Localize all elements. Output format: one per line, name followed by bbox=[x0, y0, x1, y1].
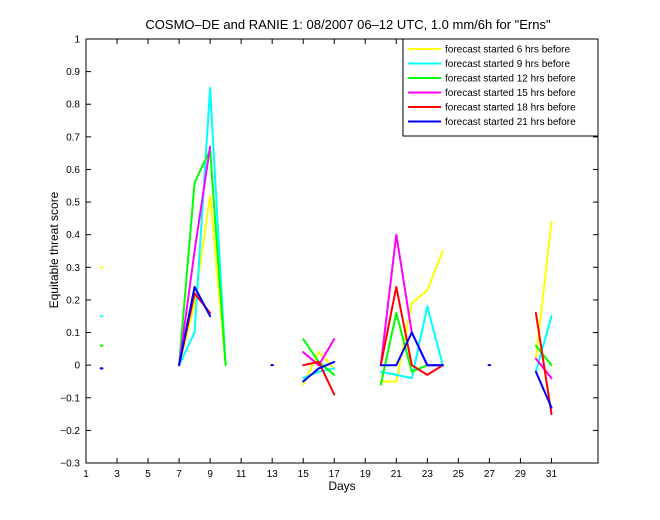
series-6-line bbox=[379, 331, 444, 367]
x-tick-label: 7 bbox=[176, 469, 182, 480]
legend-label: forecast started 18 hrs before bbox=[445, 103, 576, 114]
legend-item: forecast started 15 hrs before bbox=[408, 88, 576, 99]
x-tick-label: 15 bbox=[298, 469, 310, 480]
x-tick-label: 31 bbox=[546, 469, 558, 480]
axes: 1 3 5 7 9 11 13 15 17 19 21 23 25 27 29 31−0.3−0.2−0.10… bbox=[60, 35, 599, 480]
x-tick-label: 19 bbox=[360, 469, 372, 480]
legend-item: forecast started 6 hrs before bbox=[408, 45, 571, 56]
y-axis-label: Equitable threat score bbox=[47, 191, 61, 308]
legend-item: forecast started 18 hrs before bbox=[408, 103, 576, 114]
legend-item: forecast started 9 hrs before bbox=[408, 59, 571, 70]
series-6 bbox=[99, 285, 553, 409]
series-6-line bbox=[534, 370, 553, 409]
series-5-line bbox=[534, 312, 553, 416]
x-tick-label: 9 bbox=[207, 469, 213, 480]
legend-label: forecast started 21 hrs before bbox=[445, 117, 576, 128]
x-tick-label: 21 bbox=[391, 469, 403, 480]
y-tick-label: 0.4 bbox=[66, 230, 80, 241]
legend-label: forecast started 15 hrs before bbox=[445, 88, 576, 99]
x-tick-label: 5 bbox=[145, 469, 151, 480]
x-tick-label: 11 bbox=[236, 469, 247, 480]
series-4-line bbox=[178, 145, 212, 367]
series-2-line bbox=[379, 305, 444, 380]
y-tick-label: −0.3 bbox=[60, 459, 80, 470]
legend-item: forecast started 12 hrs before bbox=[408, 74, 576, 85]
chart-title: COSMO–DE and RANIE 1: 08/2007 06–12 UTC,… bbox=[145, 17, 551, 32]
series-lines bbox=[99, 86, 553, 416]
y-tick-label: 0.3 bbox=[66, 263, 80, 274]
series-3-line bbox=[178, 148, 227, 367]
x-tick-label: 25 bbox=[453, 469, 465, 480]
y-tick-label: −0.1 bbox=[60, 393, 80, 404]
y-tick-label: 1 bbox=[74, 35, 80, 46]
y-tick-label: 0.8 bbox=[66, 100, 80, 111]
legend-label: forecast started 9 hrs before bbox=[445, 59, 571, 70]
legend-box bbox=[402, 38, 599, 137]
series-2-line bbox=[178, 86, 227, 367]
x-tick-label: 3 bbox=[114, 469, 120, 480]
legend-item: forecast started 21 hrs before bbox=[408, 117, 576, 128]
y-tick-label: 0.9 bbox=[66, 67, 80, 78]
series-1-line bbox=[178, 194, 227, 367]
x-tick-label: 29 bbox=[515, 469, 527, 480]
y-tick-label: −0.2 bbox=[60, 426, 80, 437]
series-4-line bbox=[302, 338, 336, 367]
y-tick-label: 0.5 bbox=[66, 198, 80, 209]
x-tick-label: 17 bbox=[329, 469, 341, 480]
y-tick-label: 0.6 bbox=[66, 165, 80, 176]
x-tick-label: 23 bbox=[422, 469, 434, 480]
series-1-line bbox=[379, 250, 444, 383]
x-tick-label: 27 bbox=[484, 469, 496, 480]
x-tick-label: 13 bbox=[267, 469, 279, 480]
y-tick-label: 0.2 bbox=[66, 295, 80, 306]
y-tick-label: 0.7 bbox=[66, 132, 80, 143]
series-6-line bbox=[178, 285, 212, 367]
series-6-line bbox=[302, 360, 336, 383]
series-1-line bbox=[302, 351, 336, 386]
series-5-line bbox=[379, 285, 444, 376]
axes-frame bbox=[85, 38, 599, 464]
series-5-line bbox=[302, 360, 336, 396]
legend: forecast started 6 hrs before forecast st… bbox=[402, 38, 599, 137]
y-tick-label: 0.1 bbox=[66, 328, 80, 339]
series-3-line bbox=[534, 344, 553, 367]
x-tick-label: 1 bbox=[83, 469, 89, 480]
legend-label: forecast started 6 hrs before bbox=[445, 45, 571, 56]
y-tick-label: 0 bbox=[74, 361, 80, 372]
x-axis-label: Days bbox=[328, 479, 355, 493]
legend-label: forecast started 12 hrs before bbox=[445, 74, 576, 85]
